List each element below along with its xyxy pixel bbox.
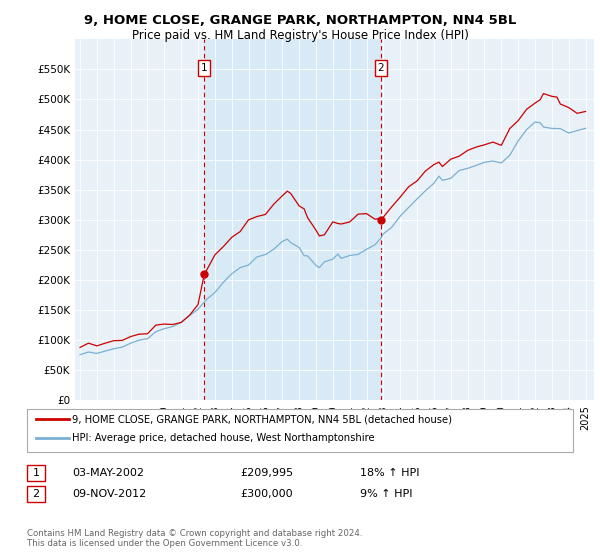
Text: 9% ↑ HPI: 9% ↑ HPI <box>360 489 413 499</box>
Text: HPI: Average price, detached house, West Northamptonshire: HPI: Average price, detached house, West… <box>72 433 374 443</box>
Text: £209,995: £209,995 <box>240 468 293 478</box>
Text: Price paid vs. HM Land Registry's House Price Index (HPI): Price paid vs. HM Land Registry's House … <box>131 29 469 42</box>
Text: 03-MAY-2002: 03-MAY-2002 <box>72 468 144 478</box>
Text: 18% ↑ HPI: 18% ↑ HPI <box>360 468 419 478</box>
Text: 1: 1 <box>201 63 208 73</box>
Text: 2: 2 <box>32 489 40 499</box>
Text: 2: 2 <box>377 63 384 73</box>
Text: 09-NOV-2012: 09-NOV-2012 <box>72 489 146 499</box>
Text: This data is licensed under the Open Government Licence v3.0.: This data is licensed under the Open Gov… <box>27 539 302 548</box>
Text: 1: 1 <box>32 468 40 478</box>
Bar <box>204 39 381 400</box>
Text: Contains HM Land Registry data © Crown copyright and database right 2024.: Contains HM Land Registry data © Crown c… <box>27 529 362 538</box>
Text: £300,000: £300,000 <box>240 489 293 499</box>
Text: 9, HOME CLOSE, GRANGE PARK, NORTHAMPTON, NN4 5BL: 9, HOME CLOSE, GRANGE PARK, NORTHAMPTON,… <box>84 14 516 27</box>
Text: 9, HOME CLOSE, GRANGE PARK, NORTHAMPTON, NN4 5BL (detached house): 9, HOME CLOSE, GRANGE PARK, NORTHAMPTON,… <box>72 414 452 424</box>
